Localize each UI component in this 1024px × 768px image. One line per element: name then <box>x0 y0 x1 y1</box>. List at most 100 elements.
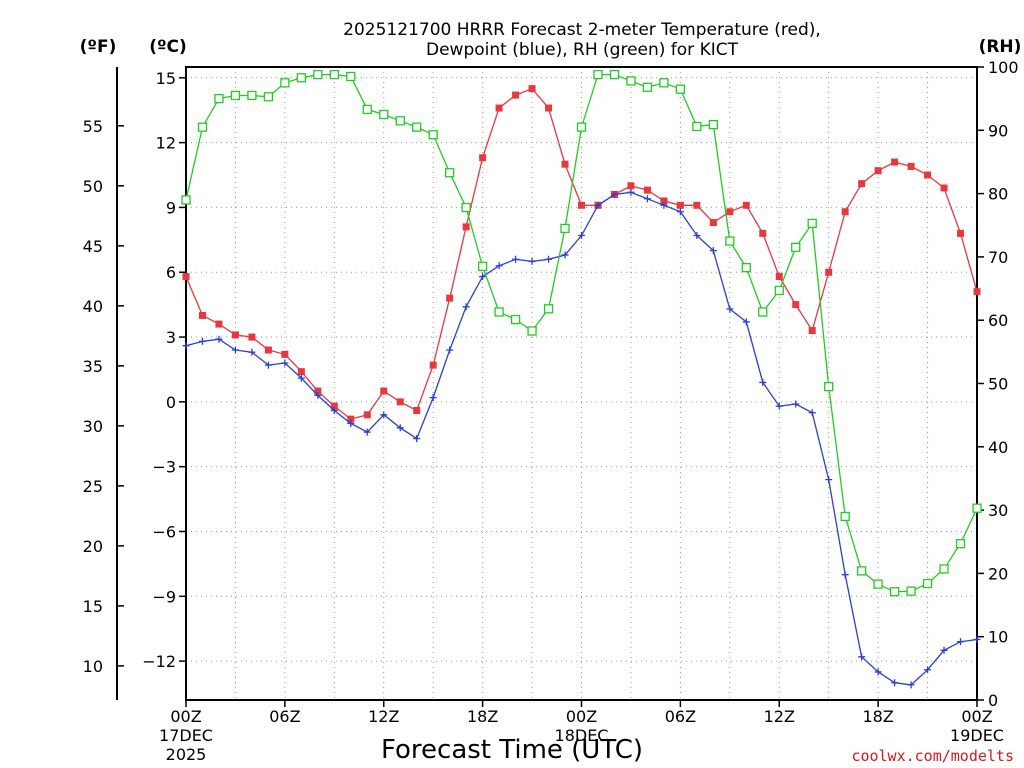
temperature-data-point <box>512 91 520 99</box>
rh-data-point <box>543 304 554 314</box>
rh-data-point <box>576 122 587 132</box>
rh-tick-label: 50 <box>988 375 1008 394</box>
dewpoint-data-point <box>446 346 454 354</box>
temperature-data-point <box>528 85 536 93</box>
temperature-data-point <box>940 184 948 192</box>
rh-data-point <box>955 538 966 549</box>
temperature-data-point <box>330 402 338 410</box>
dewpoint-data-point <box>462 303 470 311</box>
celsius-unit-label: (ºC) <box>149 37 187 57</box>
dewpoint-data-point <box>709 247 717 255</box>
axes <box>116 66 984 707</box>
rh-data-point <box>197 122 208 132</box>
dewpoint-data-point <box>643 195 651 203</box>
temperature-data-point <box>462 223 470 231</box>
temperature-data-point <box>495 104 503 112</box>
dewpoint-data-point <box>297 374 305 382</box>
temperature-data-point <box>396 398 404 406</box>
rh-data-point <box>922 578 933 589</box>
fahrenheit-tick-label: 15 <box>83 597 103 616</box>
rh-tick-label: 10 <box>988 628 1008 647</box>
dewpoint-data-point <box>775 402 783 410</box>
x-tick-label: 06Z <box>665 707 696 726</box>
fahrenheit-tick-label: 45 <box>83 237 103 256</box>
rh-data-point <box>280 78 290 88</box>
rh-data-point <box>972 503 982 513</box>
dewpoint-data-point <box>314 391 322 399</box>
celsius-tick-label: −6 <box>152 522 176 541</box>
temperature-data-point <box>561 160 569 168</box>
temperature-data-point <box>627 182 635 190</box>
chart-title-line2: Dewpoint (blue), RH (green) for KICT <box>426 40 739 60</box>
temperature-data-point <box>479 154 487 162</box>
dewpoint-data-point <box>610 190 618 198</box>
dewpoint-data-point <box>512 255 520 263</box>
rh-data-point <box>856 566 867 576</box>
rh-data-point <box>725 236 735 246</box>
dewpoint-data-point <box>479 273 487 281</box>
dewpoint-data-point <box>808 409 816 417</box>
fahrenheit-tick-label: 55 <box>83 117 103 136</box>
temperature-data-point <box>792 301 800 309</box>
temperature-data-point <box>215 320 223 328</box>
rh-data-point <box>626 76 636 86</box>
celsius-tick-label: 3 <box>166 328 176 347</box>
x-tick-label: 18Z <box>467 707 498 726</box>
rh-data-point <box>889 587 900 597</box>
temperature-data-point <box>874 167 882 175</box>
rh-tick-label: 100 <box>988 58 1019 77</box>
rh-data-point <box>362 104 372 115</box>
rh-tick-label: 70 <box>988 248 1008 267</box>
dewpoint-data-point <box>281 359 289 367</box>
dewpoint-data-point <box>396 424 404 432</box>
dewpoint-data-point <box>627 188 635 196</box>
x-tick-date-label: 17DEC <box>159 726 213 745</box>
x-tick-label: 12Z <box>368 707 399 726</box>
dewpoint-data-point <box>891 679 899 687</box>
temperature-data-point <box>182 273 190 281</box>
temperature-data-point <box>363 411 371 419</box>
rh-data-point <box>181 195 191 205</box>
dewpoint-data-point <box>693 232 701 240</box>
dewpoint-data-point <box>841 571 849 579</box>
rh-data-point <box>214 94 224 104</box>
temperature-data-point <box>841 208 849 216</box>
dewpoint-data-point <box>742 318 750 326</box>
rh-data-point <box>840 511 850 522</box>
rh-data-point <box>527 326 537 336</box>
rh-data-point <box>313 69 323 80</box>
rh-data-point <box>807 218 817 229</box>
x-tick-label: 12Z <box>764 707 795 726</box>
dewpoint-data-point <box>264 361 272 369</box>
dewpoint-data-point <box>561 251 569 259</box>
rh-data-point <box>329 69 339 80</box>
celsius-tick-label: 6 <box>166 263 176 282</box>
rh-data-point <box>593 69 603 80</box>
dewpoint-data-point <box>726 305 734 313</box>
rh-data-point <box>873 579 883 589</box>
rh-data-point <box>445 168 455 178</box>
celsius-tick-label: −12 <box>142 652 176 671</box>
temperature-data-point <box>726 208 734 216</box>
rh-data-point <box>906 586 916 596</box>
temperature-data-point <box>380 387 388 395</box>
dewpoint-data-point <box>973 636 981 644</box>
x-tick-label: 00Z <box>566 707 597 726</box>
temperature-data-point <box>281 350 289 358</box>
dewpoint-data-point <box>380 411 388 419</box>
celsius-tick-label: 12 <box>156 134 176 153</box>
temperature-data-point <box>693 201 701 209</box>
fahrenheit-tick-label: 30 <box>83 417 103 436</box>
dewpoint-data-point <box>363 428 371 436</box>
temperature-data-point <box>676 201 684 209</box>
temperature-data-point <box>429 361 437 369</box>
x-tick-label: 18Z <box>862 707 893 726</box>
dewpoint-data-point <box>198 337 206 345</box>
rh-data-point <box>461 202 471 213</box>
temperature-data-point <box>297 368 305 376</box>
temperature-data-point <box>957 229 965 237</box>
rh-tick-label: 20 <box>988 564 1008 583</box>
fahrenheit-tick-label: 25 <box>83 477 103 496</box>
temperature-data-point <box>545 104 553 112</box>
